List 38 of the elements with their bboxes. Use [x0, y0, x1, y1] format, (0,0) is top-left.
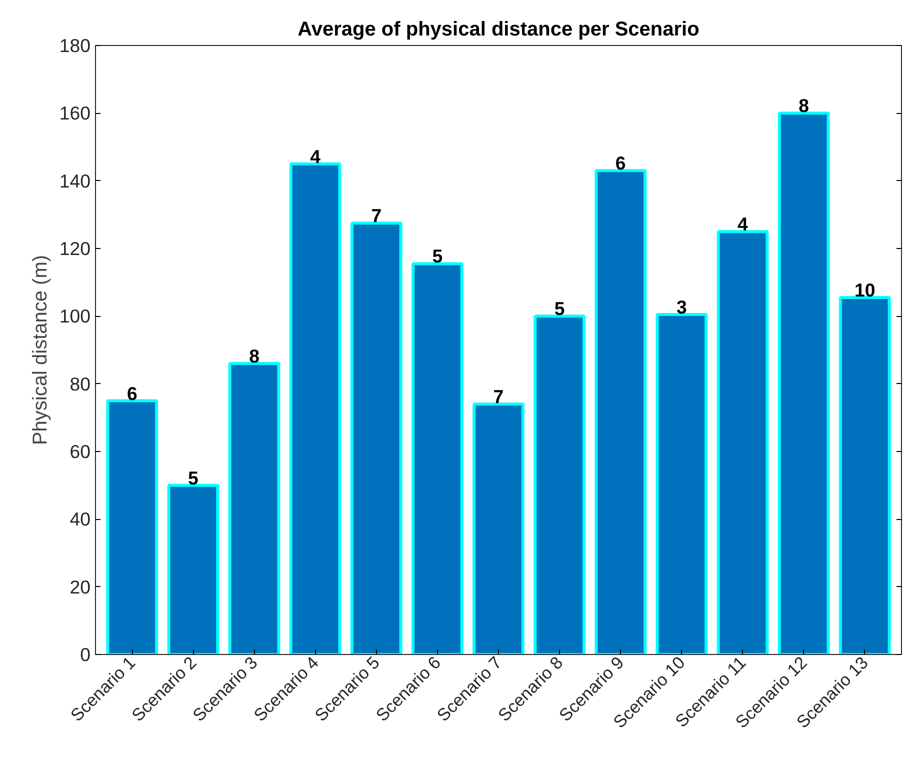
- annotation: 6: [126, 382, 138, 404]
- annotation: 5: [188, 467, 198, 488]
- bar: [228, 362, 280, 654]
- annotation: 4: [738, 214, 749, 235]
- y-tick-label: 0: [80, 644, 91, 665]
- y-axis-title: Physical distance (m): [29, 254, 52, 446]
- bar: [167, 484, 220, 654]
- annotation: 7: [493, 386, 504, 408]
- y-tick-label: 80: [70, 373, 91, 394]
- y-tick-label: 160: [59, 102, 91, 124]
- bar: [656, 312, 708, 654]
- y-tick-label: 20: [70, 576, 91, 598]
- bar: [838, 296, 891, 654]
- annotation: 7: [371, 205, 382, 226]
- annotation: 6: [615, 152, 626, 174]
- annotation: 8: [798, 95, 810, 116]
- annotation: 8: [249, 346, 260, 367]
- y-tick-label: 140: [59, 170, 91, 192]
- bar: [350, 222, 402, 654]
- annotation: 5: [432, 246, 443, 267]
- bar: [412, 262, 464, 654]
- y-tick-label: 40: [70, 508, 91, 530]
- annotation: 3: [676, 296, 687, 318]
- y-tick-label: 180: [59, 35, 91, 56]
- y-tick-label: 60: [70, 441, 91, 462]
- y-tick-label: 100: [59, 306, 91, 327]
- bar: [716, 230, 769, 654]
- annotation: 5: [554, 298, 565, 320]
- bar: [534, 314, 586, 654]
- chart-title: Average of physical distance per Scenario: [298, 18, 700, 40]
- bar: [778, 112, 830, 654]
- annotation: 4: [310, 146, 322, 167]
- bar: [594, 169, 647, 654]
- bar: [106, 399, 158, 654]
- y-tick-label: 120: [59, 238, 91, 259]
- annotation: 10: [854, 280, 876, 301]
- bar: [289, 162, 342, 654]
- bar: [472, 402, 524, 654]
